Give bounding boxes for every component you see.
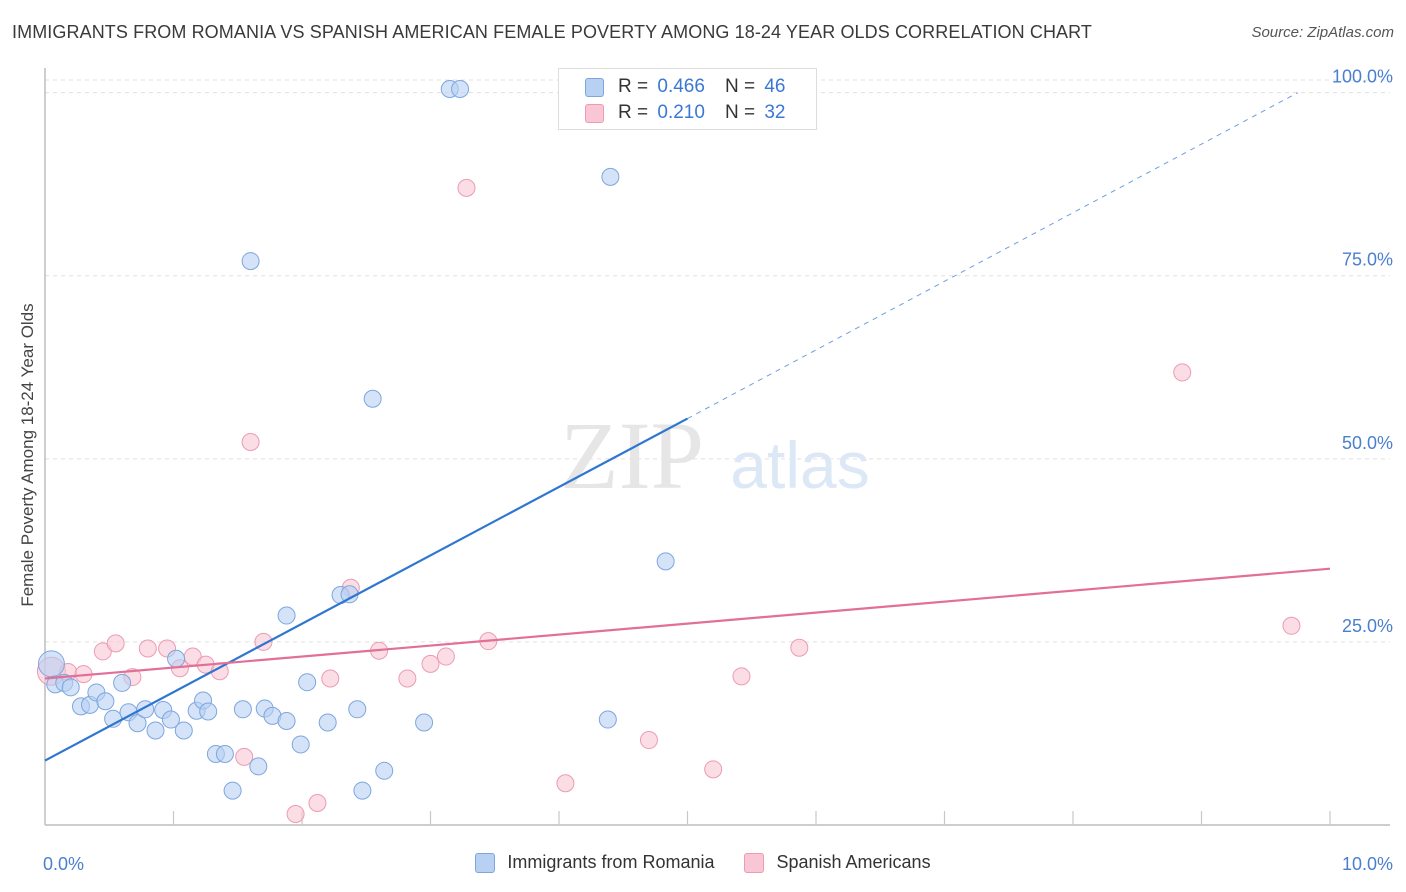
legend-n-label: N = — [724, 102, 756, 123]
tick-labels: 25.0% 50.0% 75.0% 100.0% 0.0% 10.0% — [43, 67, 1393, 874]
data-point-immigrants-from-romania — [199, 702, 218, 721]
data-point-immigrants-from-romania — [241, 252, 260, 271]
series-legend-label-romania: Immigrants from Romania — [507, 852, 715, 872]
source-credit: Source: ZipAtlas.com — [1251, 24, 1394, 41]
data-point-immigrants-from-romania — [415, 713, 434, 732]
data-point-spanish-americans — [732, 667, 751, 686]
data-point-spanish-americans — [93, 642, 112, 661]
data-point-immigrants-from-romania — [61, 678, 80, 697]
data-point-immigrants-from-romania — [318, 713, 337, 732]
data-point-spanish-americans — [286, 805, 305, 824]
chart-title: IMMIGRANTS FROM ROMANIA VS SPANISH AMERI… — [12, 22, 1093, 42]
series-legend-swatch-romania — [475, 852, 496, 873]
data-point-immigrants-from-romania — [223, 781, 242, 800]
data-point-immigrants-from-romania — [363, 389, 382, 408]
data-point-immigrants-from-romania — [277, 606, 296, 625]
trendline-spanish-americans — [44, 567, 1331, 680]
watermark-atlas: atlas — [730, 428, 869, 502]
series-legend-item-spanish: Spanish Americans — [744, 852, 931, 873]
legend-row-spanish: R = 0.210 N = 32 — [585, 100, 785, 126]
watermark-zip: ZIP — [560, 402, 704, 509]
series-immigrants-from-romania — [37, 79, 675, 800]
y-tick-label: 50.0% — [1342, 433, 1393, 453]
data-point-immigrants-from-romania — [167, 649, 186, 668]
x-tick-label: 0.0% — [43, 854, 84, 874]
legend-n-value: 32 — [764, 102, 786, 123]
data-point-immigrants-from-romania — [451, 79, 470, 98]
data-point-spanish-americans — [308, 794, 327, 813]
data-point-spanish-americans — [704, 760, 723, 779]
data-point-spanish-americans — [556, 774, 575, 793]
trendline-extension-immigrants-from-romania — [687, 92, 1299, 419]
legend-n-label: N = — [724, 76, 756, 97]
correlation-legend: R = 0.466 N = 46 R = 0.210 N = 32 — [558, 68, 817, 130]
legend-r-label: R = — [618, 102, 649, 123]
legend-swatch-romania — [585, 77, 604, 97]
data-point-immigrants-from-romania — [353, 781, 372, 800]
data-point-spanish-americans — [241, 432, 260, 451]
data-point-spanish-americans — [790, 638, 809, 657]
data-point-spanish-americans — [1282, 616, 1301, 635]
legend-swatch-spanish — [585, 103, 604, 123]
data-point-spanish-americans — [398, 669, 417, 688]
data-point-immigrants-from-romania — [146, 721, 165, 740]
data-point-immigrants-from-romania — [277, 712, 296, 731]
data-point-immigrants-from-romania — [375, 761, 394, 780]
data-point-immigrants-from-romania — [291, 735, 310, 754]
data-point-immigrants-from-romania — [233, 700, 252, 719]
data-point-spanish-americans — [436, 647, 455, 666]
data-point-immigrants-from-romania — [174, 721, 193, 740]
legend-r-value: 0.210 — [657, 102, 705, 123]
data-point-spanish-americans — [106, 634, 125, 653]
series-legend-item-romania: Immigrants from Romania — [475, 852, 714, 873]
data-point-immigrants-from-romania — [96, 692, 115, 711]
x-tick-label: 10.0% — [1342, 854, 1393, 874]
data-point-immigrants-from-romania — [298, 673, 317, 692]
data-point-spanish-americans — [421, 654, 440, 673]
data-point-immigrants-from-romania — [113, 673, 132, 692]
data-point-immigrants-from-romania — [601, 167, 620, 186]
grid-lines — [45, 79, 1390, 643]
watermark: ZIP atlas — [560, 402, 870, 509]
trendlines — [44, 92, 1331, 762]
data-point-immigrants-from-romania — [161, 710, 180, 729]
y-tick-label: 100.0% — [1332, 67, 1393, 87]
legend-n-value: 46 — [764, 76, 786, 97]
series-legend-label-spanish: Spanish Americans — [776, 852, 931, 872]
data-point-immigrants-from-romania — [348, 700, 367, 719]
data-point-spanish-americans — [321, 669, 340, 688]
legend-r-value: 0.466 — [657, 76, 705, 97]
trendline-immigrants-from-romania — [44, 417, 689, 762]
data-point-immigrants-from-romania — [128, 714, 147, 733]
series-legend: Immigrants from Romania Spanish American… — [0, 852, 1406, 873]
series-legend-swatch-spanish — [744, 852, 765, 873]
legend-row-romania: R = 0.466 N = 46 — [585, 74, 785, 100]
y-tick-label: 75.0% — [1342, 250, 1393, 270]
data-point-immigrants-from-romania — [598, 710, 617, 729]
data-point-spanish-americans — [235, 747, 254, 766]
data-point-immigrants-from-romania — [249, 757, 268, 776]
data-point-spanish-americans — [1173, 363, 1192, 382]
axes — [44, 68, 1390, 826]
data-point-immigrants-from-romania — [656, 552, 675, 571]
y-tick-label: 25.0% — [1342, 616, 1393, 636]
legend-r-label: R = — [618, 76, 649, 97]
data-point-immigrants-from-romania — [37, 650, 65, 678]
data-point-spanish-americans — [639, 731, 658, 750]
data-point-spanish-americans — [457, 178, 476, 197]
data-point-spanish-americans — [138, 639, 157, 658]
data-point-immigrants-from-romania — [215, 744, 234, 763]
